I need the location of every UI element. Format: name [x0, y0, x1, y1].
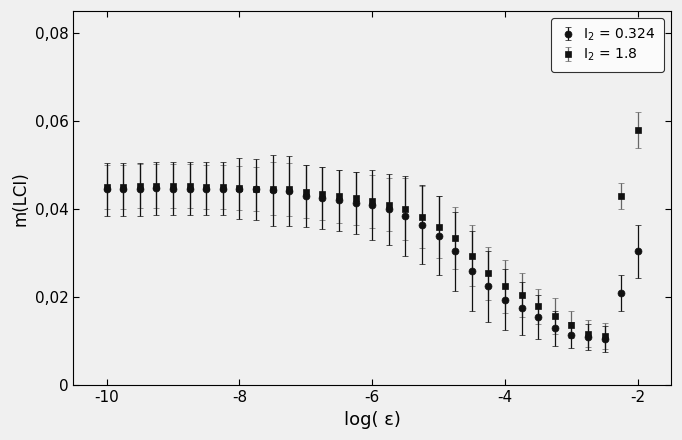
X-axis label: log( ε): log( ε) [344, 411, 400, 429]
Legend: I$_2$ = 0.324, I$_2$ = 1.8: I$_2$ = 0.324, I$_2$ = 1.8 [552, 18, 664, 72]
Y-axis label: m(LCI): m(LCI) [11, 171, 29, 226]
